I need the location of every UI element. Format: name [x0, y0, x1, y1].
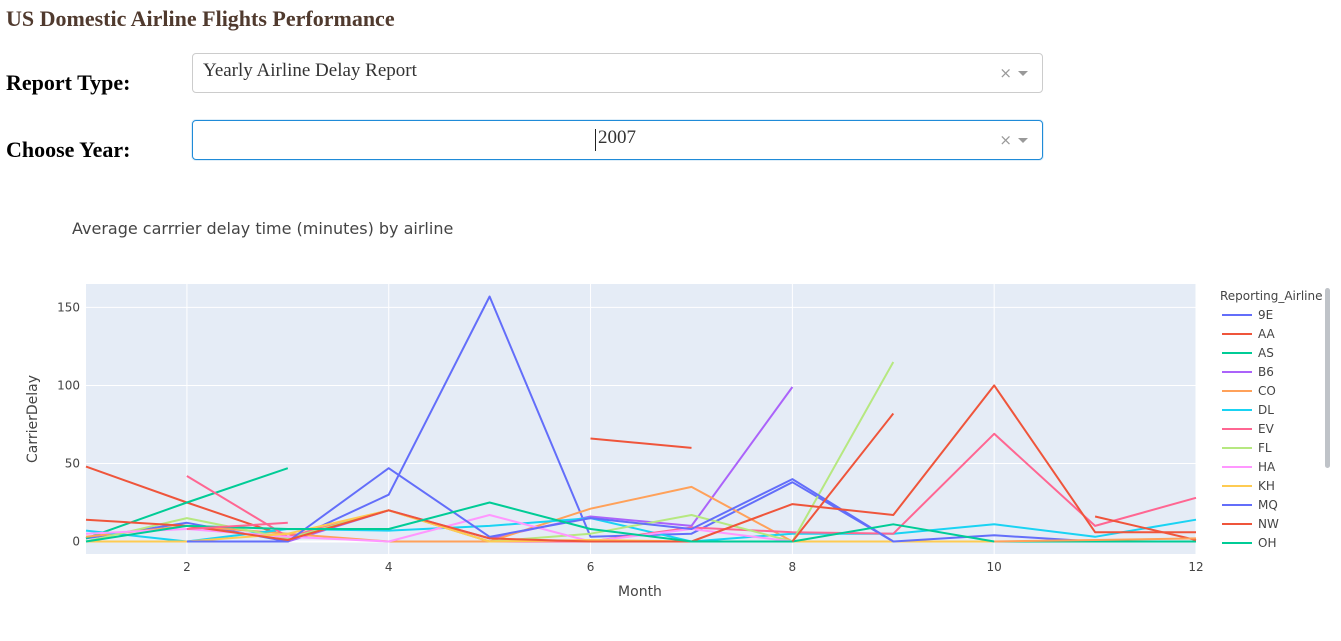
legend-item-9E[interactable]: 9E: [1222, 308, 1273, 322]
series-line-extra-14[interactable]: [791, 412, 895, 543]
x-tick-label: 2: [183, 560, 191, 574]
legend-scrollbar[interactable]: [1325, 288, 1330, 468]
series-line-extra-16[interactable]: [186, 521, 288, 530]
legend-label: HA: [1258, 460, 1276, 474]
series-line-NW[interactable]: [85, 384, 1196, 543]
report-type-value: Yearly Airline Delay Report: [203, 60, 417, 81]
legend-label: AA: [1258, 327, 1276, 341]
plot-area: [86, 284, 1196, 554]
choose-year-label: Choose Year:: [6, 137, 131, 162]
text-cursor: [595, 129, 596, 151]
legend-item-B6[interactable]: B6: [1222, 365, 1274, 379]
year-dropdown[interactable]: 2007 ×: [192, 120, 1043, 160]
y-tick-label: 0: [72, 535, 80, 549]
y-tick-label: 150: [57, 300, 80, 314]
series-line-MQ[interactable]: [186, 467, 1196, 543]
legend-item-DL[interactable]: DL: [1222, 403, 1274, 417]
legend: Reporting_Airline 9E AA AS B6 CO DL EV FL HA KH MQ…: [1220, 289, 1322, 550]
page-title: US Domestic Airline Flights Performance: [6, 6, 395, 31]
series-lines: [85, 295, 1197, 543]
tick-labels: 2 4 6 8 10 12 0 50 100 150: [57, 300, 1204, 574]
series-line-extra-15[interactable]: [1094, 515, 1197, 541]
series-line-extra-17[interactable]: [994, 537, 1197, 543]
legend-title: Reporting_Airline: [1220, 289, 1322, 303]
x-tick-label: 10: [987, 560, 1002, 574]
report-type-label: Report Type:: [6, 70, 131, 95]
x-tick-label: 12: [1188, 560, 1203, 574]
carrier-delay-chart: Average carrrier delay time (minutes) by…: [25, 219, 1330, 600]
legend-label: DL: [1258, 403, 1274, 417]
series-line-AS[interactable]: [85, 467, 289, 540]
legend-item-KH[interactable]: KH: [1222, 479, 1275, 493]
legend-label: 9E: [1258, 308, 1273, 322]
clear-icon[interactable]: ×: [999, 64, 1012, 82]
legend-label: KH: [1258, 479, 1275, 493]
legend-label: EV: [1258, 422, 1275, 436]
legend-label: B6: [1258, 365, 1274, 379]
legend-item-NW[interactable]: NW: [1222, 517, 1279, 531]
year-value: 2007: [598, 127, 636, 148]
legend-item-AS[interactable]: AS: [1222, 346, 1274, 360]
chart-title: Average carrrier delay time (minutes) by…: [72, 219, 453, 238]
x-axis-label: Month: [618, 584, 662, 600]
x-tick-label: 4: [385, 560, 393, 574]
legend-item-EV[interactable]: EV: [1222, 422, 1275, 436]
clear-icon[interactable]: ×: [999, 131, 1012, 149]
x-tick-label: 6: [587, 560, 595, 574]
legend-item-MQ[interactable]: MQ: [1222, 498, 1278, 512]
legend-item-AA[interactable]: AA: [1222, 327, 1276, 341]
legend-item-HA[interactable]: HA: [1222, 460, 1276, 474]
legend-label: OH: [1258, 536, 1276, 550]
legend-label: MQ: [1258, 498, 1278, 512]
legend-label: NW: [1258, 517, 1279, 531]
series-line-DL[interactable]: [85, 517, 1197, 543]
y-tick-label: 50: [65, 456, 80, 470]
legend-item-FL[interactable]: FL: [1222, 441, 1272, 455]
report-type-dropdown[interactable]: Yearly Airline Delay Report ×: [192, 53, 1043, 93]
legend-label: CO: [1258, 384, 1276, 398]
legend-item-CO[interactable]: CO: [1222, 384, 1276, 398]
chevron-down-icon[interactable]: [1018, 71, 1028, 76]
chevron-down-icon[interactable]: [1018, 138, 1028, 143]
legend-label: AS: [1258, 346, 1274, 360]
legend-item-OH[interactable]: OH: [1222, 536, 1276, 550]
y-tick-label: 100: [57, 378, 80, 392]
x-tick-label: 8: [789, 560, 797, 574]
series-line-extra-13[interactable]: [590, 437, 692, 449]
y-axis-label: CarrierDelay: [25, 375, 41, 463]
legend-label: FL: [1258, 441, 1272, 455]
